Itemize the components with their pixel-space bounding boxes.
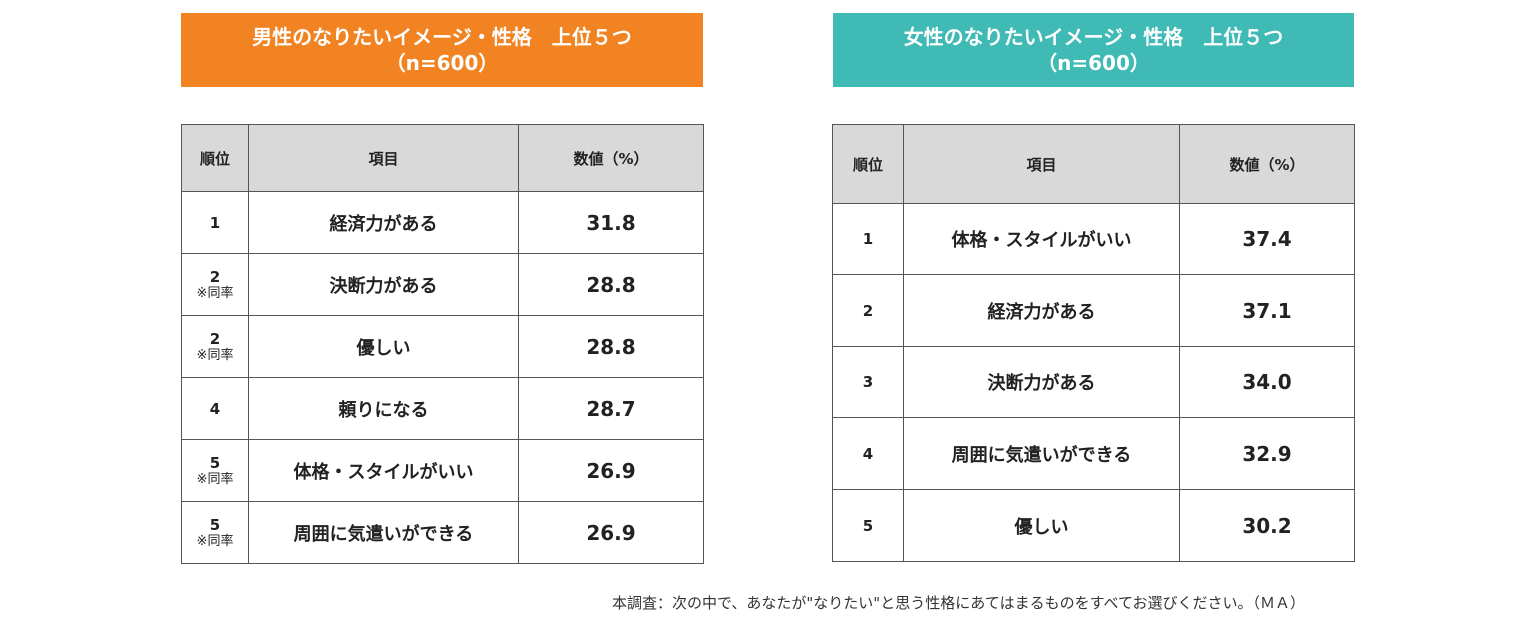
item-cell: 優しい: [248, 315, 519, 378]
rank-header: 順位: [832, 124, 904, 204]
item-cell: 頼りになる: [248, 377, 519, 440]
rank-number: 2: [209, 330, 221, 348]
table-row: 2 ※同率 決断力がある 28.8: [181, 253, 704, 316]
table-row: 3 決断力がある 34.0: [832, 346, 1355, 418]
item-cell: 決断力がある: [903, 346, 1180, 418]
rank-cell: 2 ※同率: [181, 315, 249, 378]
value-cell: 30.2: [1179, 489, 1355, 562]
table-row: 4 頼りになる 28.7: [181, 377, 704, 440]
table-row: 5 ※同率 体格・スタイルがいい 26.9: [181, 439, 704, 502]
rank-cell: 4: [832, 417, 904, 490]
item-cell: 経済力がある: [903, 274, 1180, 347]
male-sample-size: （n=600）: [385, 51, 499, 75]
table-row: 2 ※同率 優しい 28.8: [181, 315, 704, 378]
value-cell: 28.8: [518, 253, 704, 316]
value-header: 数値（%）: [518, 124, 704, 192]
table-row: 1 体格・スタイルがいい 37.4: [832, 203, 1355, 275]
survey-footnote: 本調査：次の中で、あなたが"なりたい"と思う性格にあてはまるものをすべてお選びく…: [612, 594, 1306, 612]
table-row: 4 周囲に気遣いができる 32.9: [832, 417, 1355, 490]
item-cell: 決断力がある: [248, 253, 519, 316]
rank-header: 順位: [181, 124, 249, 192]
rank-number: 2: [209, 268, 221, 286]
item-cell: 優しい: [903, 489, 1180, 562]
value-cell: 34.0: [1179, 346, 1355, 418]
tie-note: ※同率: [196, 286, 234, 301]
female-ranking-table: 順位 項目 数値（%） 1 体格・スタイルがいい 37.4 2 経済力がある 3…: [832, 124, 1355, 562]
item-cell: 周囲に気遣いができる: [248, 501, 519, 564]
tie-note: ※同率: [196, 472, 234, 487]
value-cell: 26.9: [518, 439, 704, 502]
value-cell: 28.7: [518, 377, 704, 440]
item-cell: 体格・スタイルがいい: [903, 203, 1180, 275]
female-table-header-row: 順位 項目 数値（%）: [832, 124, 1355, 204]
male-title: 男性のなりたいイメージ・性格 上位５つ: [252, 25, 632, 49]
female-title-banner: 女性のなりたいイメージ・性格 上位５つ （n=600）: [833, 13, 1354, 87]
rank-cell: 5 ※同率: [181, 501, 249, 564]
value-cell: 26.9: [518, 501, 704, 564]
rank-cell: 1: [832, 203, 904, 275]
value-cell: 37.1: [1179, 274, 1355, 347]
table-row: 2 経済力がある 37.1: [832, 274, 1355, 347]
value-header: 数値（%）: [1179, 124, 1355, 204]
value-cell: 28.8: [518, 315, 704, 378]
value-cell: 37.4: [1179, 203, 1355, 275]
rank-cell: 2: [832, 274, 904, 347]
male-title-banner: 男性のなりたいイメージ・性格 上位５つ （n=600）: [181, 13, 703, 87]
table-row: 5 ※同率 周囲に気遣いができる 26.9: [181, 501, 704, 564]
female-title: 女性のなりたいイメージ・性格 上位５つ: [903, 25, 1284, 49]
male-table-header-row: 順位 項目 数値（%）: [181, 124, 704, 192]
rank-number: 4: [209, 400, 221, 418]
tie-note: ※同率: [196, 348, 234, 363]
value-cell: 32.9: [1179, 417, 1355, 490]
item-cell: 周囲に気遣いができる: [903, 417, 1180, 490]
rank-cell: 2 ※同率: [181, 253, 249, 316]
male-ranking-table: 順位 項目 数値（%） 1 経済力がある 31.8 2 ※同率 決断力がある 28…: [181, 124, 704, 564]
table-row: 5 優しい 30.2: [832, 489, 1355, 562]
table-row: 1 経済力がある 31.8: [181, 191, 704, 254]
item-cell: 体格・スタイルがいい: [248, 439, 519, 502]
female-sample-size: （n=600）: [1037, 51, 1150, 75]
item-header: 項目: [903, 124, 1180, 204]
rank-cell: 1: [181, 191, 249, 254]
rank-cell: 3: [832, 346, 904, 418]
rank-cell: 5: [832, 489, 904, 562]
rank-number: 5: [209, 454, 221, 472]
item-header: 項目: [248, 124, 519, 192]
value-cell: 31.8: [518, 191, 704, 254]
item-cell: 経済力がある: [248, 191, 519, 254]
rank-number: 1: [209, 214, 221, 232]
rank-cell: 4: [181, 377, 249, 440]
rank-number: 5: [209, 516, 221, 534]
tie-note: ※同率: [196, 534, 234, 549]
rank-cell: 5 ※同率: [181, 439, 249, 502]
